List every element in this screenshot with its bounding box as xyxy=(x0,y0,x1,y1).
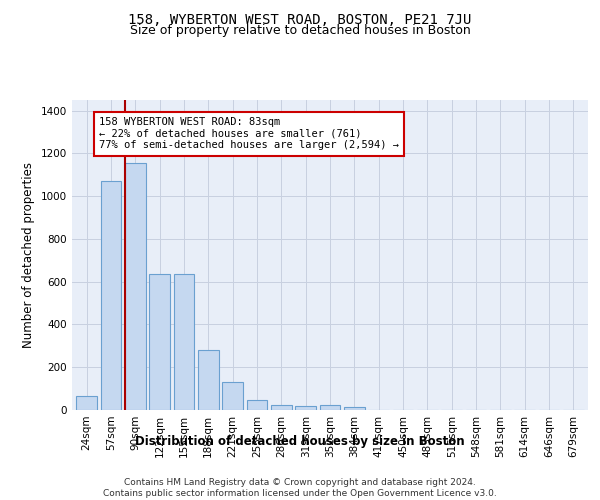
Bar xyxy=(101,181,121,410)
Text: 158 WYBERTON WEST ROAD: 83sqm
← 22% of detached houses are smaller (761)
77% of : 158 WYBERTON WEST ROAD: 83sqm ← 22% of d… xyxy=(99,117,399,150)
Text: Size of property relative to detached houses in Boston: Size of property relative to detached ho… xyxy=(130,24,470,37)
Bar xyxy=(295,406,316,410)
Y-axis label: Number of detached properties: Number of detached properties xyxy=(22,162,35,348)
Bar xyxy=(149,274,170,410)
Bar xyxy=(125,163,146,410)
Text: 158, WYBERTON WEST ROAD, BOSTON, PE21 7JU: 158, WYBERTON WEST ROAD, BOSTON, PE21 7J… xyxy=(128,12,472,26)
Bar xyxy=(247,400,268,410)
Bar xyxy=(222,382,243,410)
Bar xyxy=(344,407,365,410)
Text: Contains HM Land Registry data © Crown copyright and database right 2024.
Contai: Contains HM Land Registry data © Crown c… xyxy=(103,478,497,498)
Bar xyxy=(173,274,194,410)
Bar xyxy=(320,406,340,410)
Text: Distribution of detached houses by size in Boston: Distribution of detached houses by size … xyxy=(135,435,465,448)
Bar xyxy=(271,406,292,410)
Bar xyxy=(76,396,97,410)
Bar xyxy=(198,350,218,410)
